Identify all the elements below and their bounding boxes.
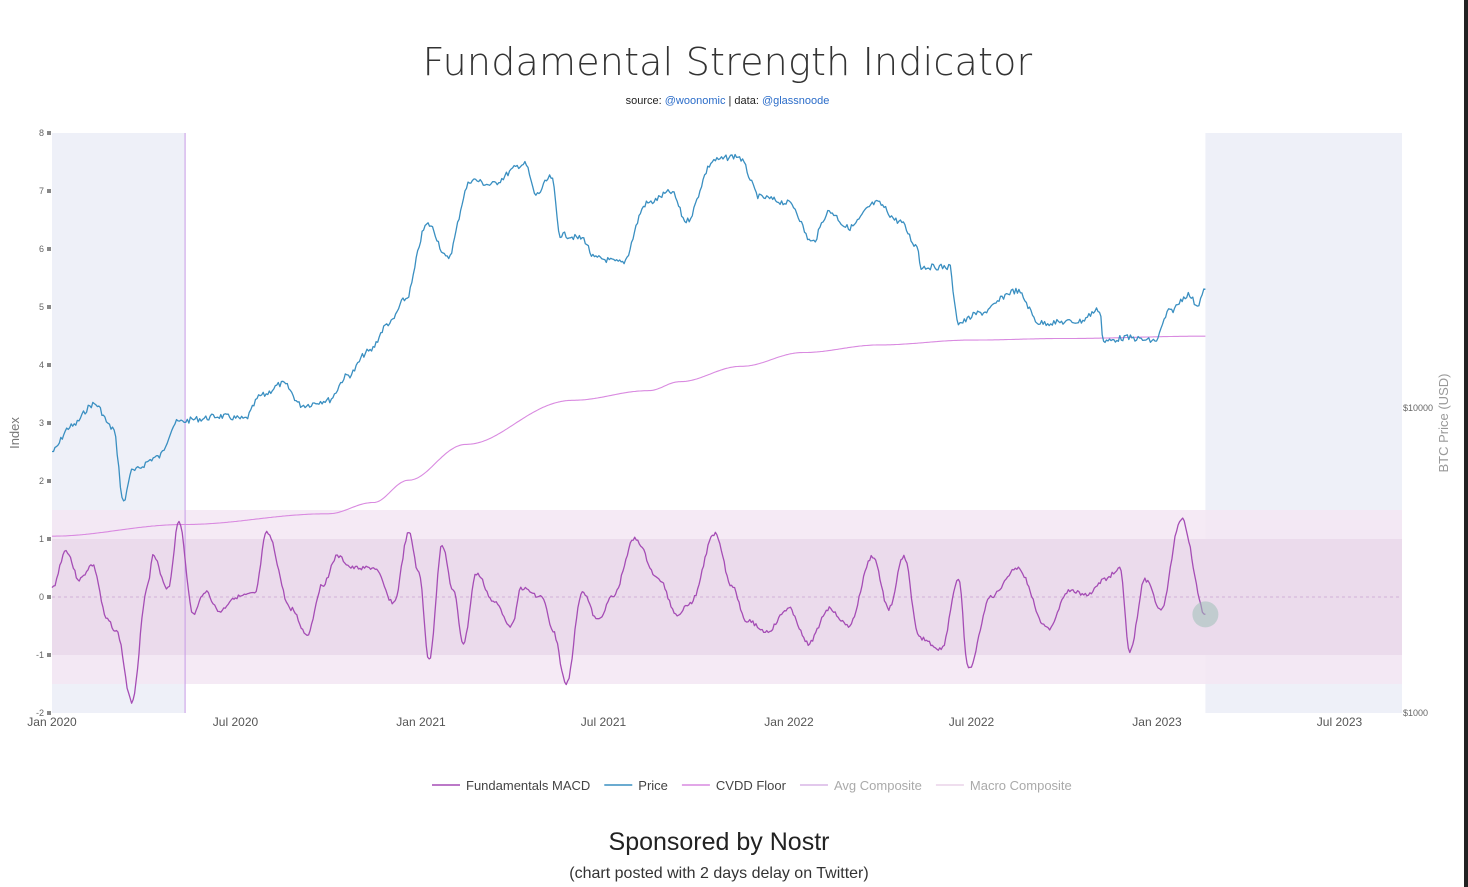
sponsor-subtitle: (chart posted with 2 days delay on Twitt… xyxy=(569,865,869,882)
y2-tick-label-0: $1000 xyxy=(1403,708,1428,718)
y-tick-mark-4 xyxy=(47,479,51,483)
y-axis-title: Index xyxy=(7,417,22,449)
legend-label-0: Fundamentals MACD xyxy=(466,778,590,793)
series-line-fundamentals-macd xyxy=(51,517,1206,704)
legend-label-4: Macro Composite xyxy=(970,778,1072,793)
window-edge xyxy=(1464,0,1468,887)
y-tick-label-5: 3 xyxy=(39,418,44,428)
y-tick-mark-3 xyxy=(47,537,51,541)
y-tick-mark-9 xyxy=(47,189,51,193)
x-tick-label-1: Jul 2020 xyxy=(213,715,259,729)
x-tick-label-5: Jul 2022 xyxy=(949,715,995,729)
x-tick-label-7: Jul 2023 xyxy=(1317,715,1363,729)
legend-label-3: Avg Composite xyxy=(834,778,922,793)
y-tick-mark-2 xyxy=(47,595,51,599)
y-tick-label-9: 7 xyxy=(39,186,44,196)
y-tick-mark-0 xyxy=(47,711,51,715)
source-link[interactable]: @woonomic xyxy=(664,95,726,107)
y-tick-label-1: -1 xyxy=(36,650,44,660)
x-tick-label-6: Jan 2023 xyxy=(1132,715,1182,729)
y-tick-mark-1 xyxy=(47,653,51,657)
x-tick-label-3: Jul 2021 xyxy=(581,715,627,729)
y-tick-mark-10 xyxy=(47,131,51,135)
x-tick-label-4: Jan 2022 xyxy=(764,715,814,729)
y-tick-label-2: 0 xyxy=(39,592,44,602)
y-tick-label-3: 1 xyxy=(39,534,44,544)
sponsor-title: Sponsored by Nostr xyxy=(608,828,830,856)
latest-point-highlight xyxy=(1192,601,1219,628)
chart-title: Fundamental Strength Indicator xyxy=(422,40,1033,84)
y-tick-mark-5 xyxy=(47,421,51,425)
data-link[interactable]: @glassnoode xyxy=(761,95,830,107)
y-tick-label-6: 4 xyxy=(39,360,44,370)
y2-axis-title: BTC Price (USD) xyxy=(1436,374,1451,473)
x-tick-label-0: Jan 2020 xyxy=(27,715,77,729)
y-tick-mark-8 xyxy=(47,247,51,251)
series-line-cvdd-floor xyxy=(52,335,1206,537)
x-tick-label-2: Jan 2021 xyxy=(396,715,446,729)
y-tick-label-7: 5 xyxy=(39,302,44,312)
source-prefix: source: xyxy=(625,95,665,107)
chart-source-line: source: @woonomic | data: @glassnoode xyxy=(0,95,1455,107)
y-tick-label-4: 2 xyxy=(39,476,44,486)
y2-tick-label-1: $10000 xyxy=(1403,403,1433,413)
y-tick-label-8: 6 xyxy=(39,244,44,254)
legend-label-2: CVDD Floor xyxy=(716,778,787,793)
legend-label-1: Price xyxy=(638,778,668,793)
y-tick-mark-7 xyxy=(47,305,51,309)
y-tick-label-10: 8 xyxy=(39,128,44,138)
chart-canvas: -2 -1 0 1 2 3 4 5 6 7 8 Index $1000 $10000 BTC Price (… xyxy=(7,128,1451,793)
series-line-price xyxy=(52,153,1206,502)
y-tick-mark-6 xyxy=(47,363,51,367)
source-separator: | data: xyxy=(725,95,762,107)
y-tick-label-0: -2 xyxy=(36,708,44,718)
